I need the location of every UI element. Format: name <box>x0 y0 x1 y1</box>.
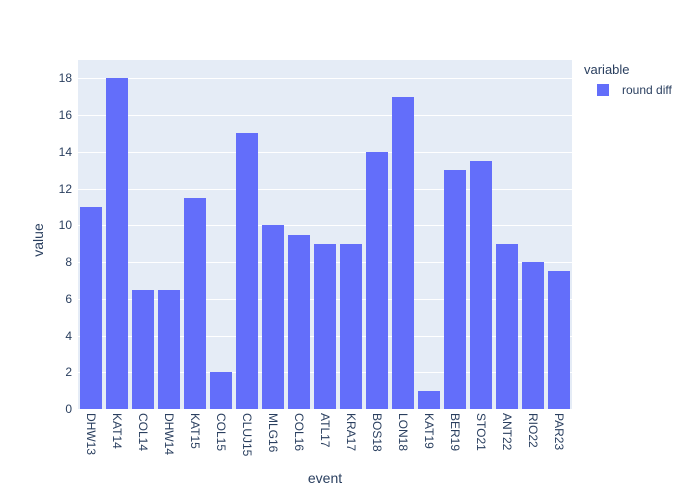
gridline-y-12 <box>78 188 572 190</box>
gridline-y-18 <box>78 78 572 80</box>
x-tick-KAT19: KAT19 <box>422 413 436 449</box>
x-tick-MLG16: MLG16 <box>266 413 280 453</box>
plot-area <box>78 60 572 409</box>
x-tick-BOS18: BOS18 <box>370 413 384 452</box>
y-tick-12: 12 <box>58 181 72 196</box>
legend: variable round diff <box>584 62 672 97</box>
gridline-y-14 <box>78 151 572 153</box>
y-tick-6: 6 <box>65 291 72 306</box>
bar-ATL17[interactable] <box>314 243 336 409</box>
bar-KAT19[interactable] <box>418 390 440 409</box>
bar-LON18[interactable] <box>392 96 414 409</box>
bar-COL15[interactable] <box>210 372 232 409</box>
x-axis-title: event <box>307 470 343 486</box>
legend-item-round-diff[interactable]: round diff <box>597 83 672 97</box>
gridline-y-10 <box>78 225 572 227</box>
bar-BER19[interactable] <box>444 170 466 409</box>
x-tick-DHW14: DHW14 <box>162 413 176 456</box>
bar-ANT22[interactable] <box>496 243 518 409</box>
x-tick-KAT15: KAT15 <box>188 413 202 449</box>
bar-KAT14[interactable] <box>106 78 128 409</box>
bar-KRA17[interactable] <box>340 243 362 409</box>
x-tick-KRA17: KRA17 <box>344 413 358 452</box>
bar-COL16[interactable] <box>288 234 310 409</box>
y-tick-0: 0 <box>65 402 72 416</box>
bar-STO21[interactable] <box>470 161 492 409</box>
legend-swatch-icon <box>597 84 609 96</box>
bar-PAR23[interactable] <box>548 271 570 409</box>
x-tick-DHW13: DHW13 <box>84 413 98 456</box>
bar-RIO22[interactable] <box>522 262 544 409</box>
y-tick-18: 18 <box>58 71 72 86</box>
x-tick-RIO22: RIO22 <box>526 413 540 448</box>
y-tick-2: 2 <box>65 365 72 380</box>
x-tick-PAR23: PAR23 <box>552 413 566 451</box>
x-tick-ATL17: ATL17 <box>318 413 332 448</box>
bar-KAT15[interactable] <box>184 197 206 409</box>
bar-CLUJ15[interactable] <box>236 133 258 409</box>
x-tick-COL15: COL15 <box>214 413 228 452</box>
x-tick-COL14: COL14 <box>136 413 150 452</box>
x-tick-LON18: LON18 <box>396 413 410 452</box>
y-tick-8: 8 <box>65 255 72 270</box>
bar-DHW14[interactable] <box>158 289 180 409</box>
legend-title: variable <box>584 62 630 77</box>
y-axis-title: value <box>30 223 46 257</box>
y-tick-14: 14 <box>58 144 72 159</box>
bar-MLG16[interactable] <box>262 225 284 409</box>
bar-DHW13[interactable] <box>80 206 102 409</box>
x-tick-KAT14: KAT14 <box>110 413 124 449</box>
y-tick-4: 4 <box>65 328 72 343</box>
y-tick-10: 10 <box>58 218 72 233</box>
legend-item-label: round diff <box>622 83 672 97</box>
x-tick-CLUJ15: CLUJ15 <box>240 413 254 457</box>
x-tick-BER19: BER19 <box>448 413 462 452</box>
x-tick-STO21: STO21 <box>474 413 488 451</box>
bar-COL14[interactable] <box>132 289 154 409</box>
x-tick-COL16: COL16 <box>292 413 306 452</box>
gridline-y-16 <box>78 115 572 117</box>
bar-BOS18[interactable] <box>366 151 388 409</box>
x-tick-ANT22: ANT22 <box>500 413 514 451</box>
y-tick-16: 16 <box>58 108 72 123</box>
